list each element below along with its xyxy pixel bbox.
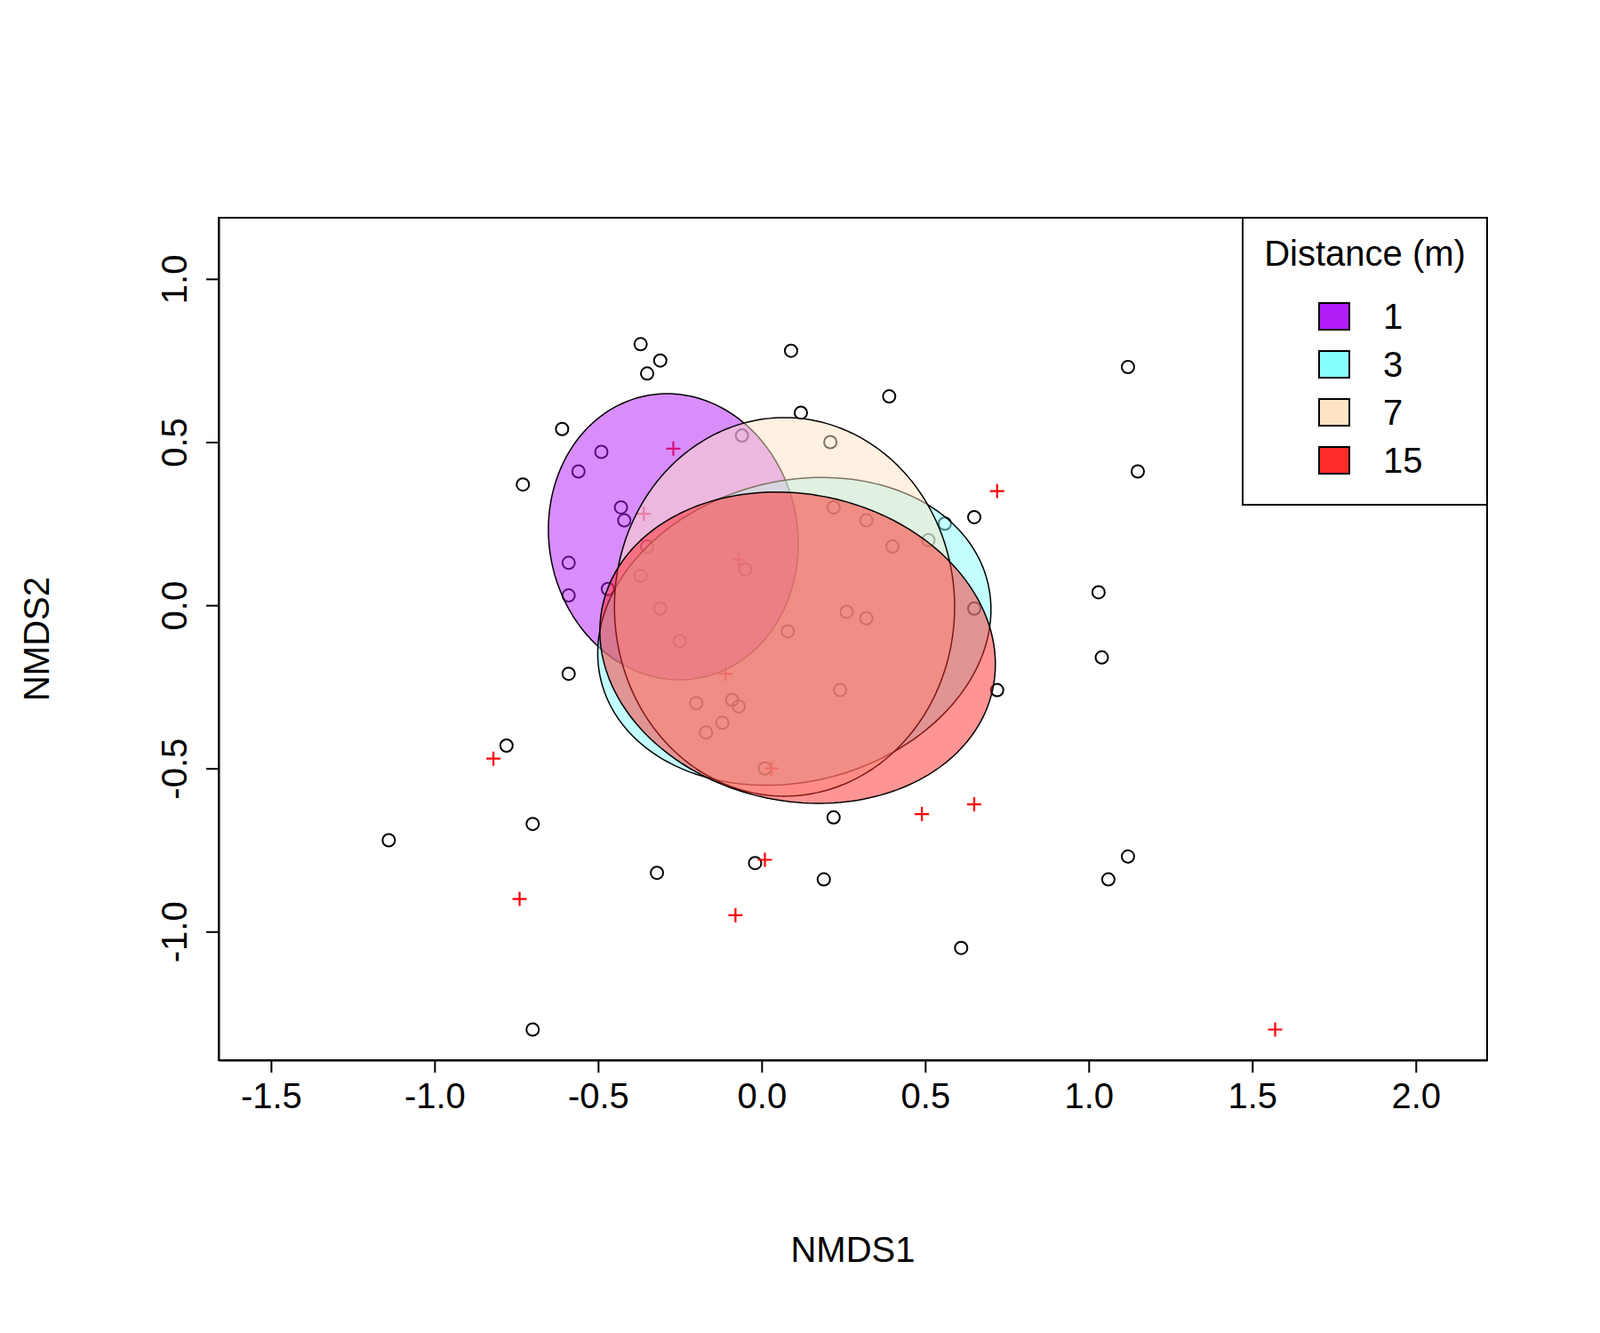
point <box>1131 465 1144 479</box>
x-tick-label: -1.0 <box>404 1076 466 1116</box>
point <box>1102 873 1115 887</box>
x-tick-mark <box>1251 1060 1254 1073</box>
point <box>654 354 667 368</box>
point <box>1121 850 1135 864</box>
point <box>486 752 501 767</box>
legend-title: Distance (m) <box>1264 233 1466 273</box>
y-tick-mark <box>206 768 219 770</box>
point <box>1121 360 1135 374</box>
x-tick: 0.0 <box>737 1060 788 1116</box>
y-tick: 0.0 <box>154 581 219 632</box>
x-tick-label: 0.5 <box>901 1076 952 1116</box>
y-tick: 1.0 <box>154 255 219 305</box>
x-tick: 2.0 <box>1391 1060 1441 1116</box>
legend-label: 15 <box>1383 440 1424 480</box>
x-tick-label: 2.0 <box>1391 1076 1441 1116</box>
point <box>526 1023 539 1036</box>
point <box>967 797 982 812</box>
point <box>748 856 761 870</box>
x-tick-label: -1.5 <box>240 1076 303 1116</box>
x-tick-mark <box>597 1060 600 1073</box>
series <box>382 337 1144 1036</box>
x-tick: -1.5 <box>240 1060 303 1116</box>
x-tick-mark <box>924 1060 927 1073</box>
point <box>650 866 664 880</box>
plot-marks <box>382 337 1282 1037</box>
y-tick-label: -1.0 <box>154 901 194 963</box>
plot-frame <box>218 217 1488 1061</box>
point <box>914 807 929 822</box>
point <box>728 908 743 923</box>
x-tick-mark <box>1415 1060 1417 1073</box>
y-tick-label: 0.5 <box>154 417 194 468</box>
point <box>382 833 395 847</box>
x-tick: 1.0 <box>1064 1060 1115 1116</box>
legend-label: 7 <box>1383 392 1403 432</box>
point <box>640 367 654 380</box>
x-tick-mark <box>433 1060 436 1073</box>
legend-label: 1 <box>1383 296 1403 336</box>
point <box>954 942 968 955</box>
x-tick: -0.5 <box>568 1060 630 1116</box>
point <box>968 511 981 524</box>
legend-swatch <box>1319 303 1350 330</box>
y-tick: -1.0 <box>154 901 219 963</box>
x-axis-title: NMDS1 <box>790 1230 915 1270</box>
x-tick: 1.5 <box>1227 1060 1278 1116</box>
y-tick-mark <box>206 931 219 934</box>
point <box>882 390 896 403</box>
point <box>1092 585 1105 599</box>
legend-swatch <box>1319 447 1350 474</box>
point <box>526 817 539 831</box>
ellipse <box>600 492 996 804</box>
point <box>817 873 831 887</box>
y-tick-label: -0.5 <box>154 738 194 800</box>
point <box>784 344 798 358</box>
y-tick-mark <box>206 441 219 444</box>
y-tick-mark <box>206 605 219 608</box>
x-tick-mark <box>760 1060 763 1073</box>
x-tick-label: -0.5 <box>568 1076 630 1116</box>
legend: Distance (m) 1 3 7 15 <box>1242 217 1488 505</box>
point <box>990 484 1005 499</box>
x-tick-mark <box>1088 1060 1090 1073</box>
point <box>562 667 576 680</box>
x-tick-mark <box>270 1060 272 1073</box>
legend-label: 3 <box>1383 344 1403 384</box>
point <box>555 423 568 436</box>
point <box>1096 651 1109 664</box>
y-tick-label: 1.0 <box>154 255 194 305</box>
point <box>758 853 773 868</box>
x-tick: -1.0 <box>404 1060 466 1116</box>
x-tick-label: 1.0 <box>1064 1076 1115 1116</box>
point <box>634 337 648 351</box>
legend-box <box>1242 217 1488 505</box>
y-axis: -1.0 -0.5 0.0 0.5 1.0 <box>154 218 220 1062</box>
legend-swatch <box>1319 351 1350 378</box>
x-tick-label: 1.5 <box>1227 1076 1278 1116</box>
chart: -1.5 -1.0 -0.5 0.0 0.5 1.0 1.5 2.0 -1.0 -0.5 0.0 0.… <box>0 0 1600 1333</box>
y-tick-mark <box>206 278 219 280</box>
point <box>500 739 513 752</box>
y-tick-label: 0.0 <box>154 581 194 632</box>
x-axis: -1.5 -1.0 -0.5 0.0 0.5 1.0 1.5 2.0 <box>219 1060 1488 1116</box>
x-axis-line <box>219 1060 1488 1063</box>
legend-swatch <box>1319 399 1350 426</box>
y-axis-title: NMDS2 <box>16 576 56 702</box>
point <box>512 892 528 907</box>
point <box>827 811 840 824</box>
y-tick: -0.5 <box>154 738 219 800</box>
y-tick: 0.5 <box>154 417 219 468</box>
point <box>516 478 529 491</box>
point <box>1268 1022 1283 1037</box>
y-axis-line <box>218 218 221 1062</box>
x-tick: 0.5 <box>901 1060 952 1116</box>
point <box>794 406 808 419</box>
x-tick-label: 0.0 <box>737 1076 788 1116</box>
